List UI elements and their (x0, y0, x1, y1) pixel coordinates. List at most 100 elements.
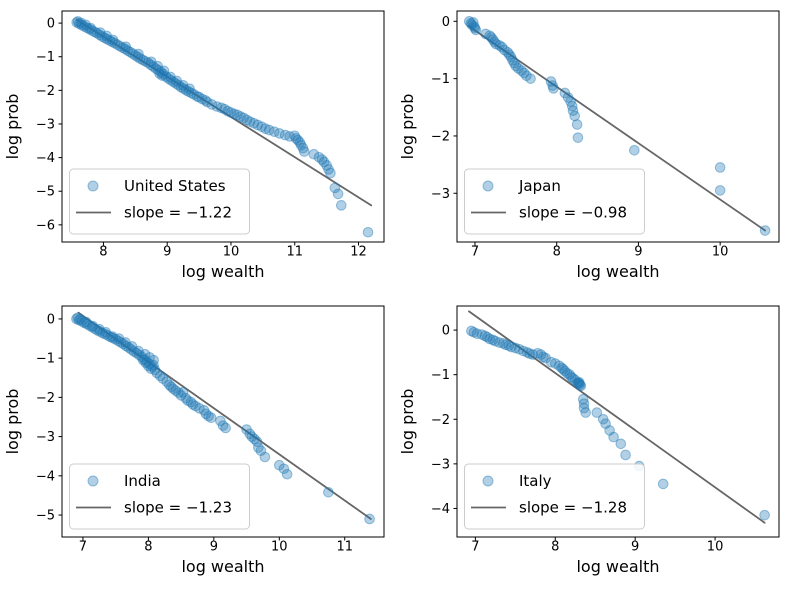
scatter-marker (200, 95, 211, 106)
fit-line (77, 311, 372, 520)
y-axis-label: log prob (398, 389, 417, 455)
y-tick-label: −3 (431, 457, 450, 472)
x-tick-label: 11 (336, 540, 353, 555)
scatter-marker (290, 133, 302, 144)
x-tick-label: 8 (144, 540, 152, 555)
scatter-marker (289, 130, 301, 142)
scatter-marker (321, 160, 332, 171)
scatter-marker (466, 325, 477, 337)
y-tick-label: −3 (36, 430, 55, 445)
scatter-marker (177, 386, 189, 398)
y-tick-label: −4 (36, 151, 55, 166)
scatter-marker (482, 331, 493, 343)
scatter-marker (225, 107, 237, 118)
scatter-marker (557, 364, 569, 375)
scatter-marker (220, 422, 231, 434)
y-tick-label: 0 (47, 312, 55, 327)
scatter-marker (259, 451, 271, 463)
scatter-marker (177, 80, 189, 91)
scatter-marker (577, 393, 589, 405)
scatter-marker (158, 65, 170, 77)
chart-svg-bottom-right: 7 8 9 10 0 −1 −2 −3 −4 log wealth log prob Italy slo… (398, 305, 780, 576)
scatter-marker (94, 326, 106, 337)
scatter-marker (499, 44, 510, 56)
scatter-marker (525, 73, 536, 84)
legend-box (69, 463, 250, 530)
y-tick-label: −1 (431, 368, 450, 383)
y-tick-label: −6 (36, 218, 55, 233)
fit-line (468, 310, 766, 524)
scatter-marker (158, 68, 169, 80)
scatter-marker (253, 442, 264, 453)
scatter-marker (145, 59, 156, 71)
scatter-marker (155, 66, 167, 78)
scatter-marker (591, 407, 603, 418)
x-tick-label: 10 (712, 245, 729, 260)
x-tick-label: 9 (631, 540, 639, 555)
legend: Italy slope = −1.28 (464, 463, 645, 530)
scatter-marker (559, 365, 571, 377)
scatter-marker (147, 61, 159, 72)
scatter-marker (145, 363, 157, 375)
scatter-marker (248, 118, 260, 129)
scatter-marker (130, 50, 141, 61)
scatter-marker (498, 338, 509, 349)
fit-line (467, 25, 767, 232)
scatter-marker (120, 340, 132, 352)
scatter-marker (173, 387, 184, 398)
scatter-marker (96, 31, 108, 42)
scatter-marker (332, 188, 344, 200)
scatter-marker (608, 431, 619, 443)
scatter-marker (318, 156, 330, 168)
scatter-marker (110, 334, 121, 345)
x-tick-label: 10 (707, 540, 724, 555)
scatter-marker (216, 102, 227, 114)
scatter-marker (101, 33, 113, 45)
legend-scatter-label: Italy (519, 472, 552, 490)
scatter-marker (157, 373, 169, 384)
scatter-marker (298, 146, 310, 157)
legend: Japan slope = −0.98 (464, 168, 645, 235)
scatter-marker (97, 327, 108, 339)
scatter-marker (135, 53, 146, 65)
scatter-marker (487, 334, 499, 346)
scatter-marker (249, 433, 260, 445)
scatter-marker (600, 418, 611, 430)
subplot-india: 7 8 9 10 11 0 −1 −2 −3 −4 −5 log wealth log prob Indi… (0, 295, 395, 590)
scatter-marker (171, 75, 183, 87)
scatter-marker (180, 392, 191, 404)
scatter-marker (292, 134, 304, 146)
scatter-marker (165, 71, 176, 83)
x-tick-label: 8 (99, 245, 107, 260)
scatter-marker (575, 380, 587, 392)
y-tick-label: −1 (36, 352, 55, 367)
scatter-marker (335, 200, 347, 211)
scatter-marker (161, 376, 173, 387)
scatter-marker (79, 21, 90, 32)
scatter-marker (100, 326, 112, 338)
axes-spines (456, 305, 780, 538)
scatter-marker (364, 513, 375, 525)
scatter-marker (278, 463, 290, 475)
scatter-marker (714, 162, 726, 173)
scatter-marker (468, 17, 479, 28)
scatter-marker (284, 131, 295, 142)
scatter-marker (84, 320, 95, 331)
scatter-marker (244, 428, 256, 440)
scatter-marker (508, 57, 520, 69)
scatter-marker (133, 48, 144, 60)
scatter-marker (487, 34, 499, 45)
scatter-marker (512, 63, 524, 74)
y-tick-label: −5 (36, 185, 55, 200)
scatter-marker (615, 438, 627, 450)
scatter-marker (85, 22, 96, 34)
scatter-marker (128, 346, 140, 357)
scatter-marker (173, 80, 184, 91)
scatter-marker (81, 318, 93, 330)
scatter-marker (198, 405, 210, 416)
scatter-marker (107, 332, 119, 344)
x-tick-label: 10 (271, 540, 288, 555)
scatter-marker (489, 36, 500, 48)
scatter-marker (548, 83, 559, 94)
chart-svg-top-right: 7 8 9 10 0 −1 −2 −3 log wealth log prob Japan slope… (398, 10, 780, 281)
